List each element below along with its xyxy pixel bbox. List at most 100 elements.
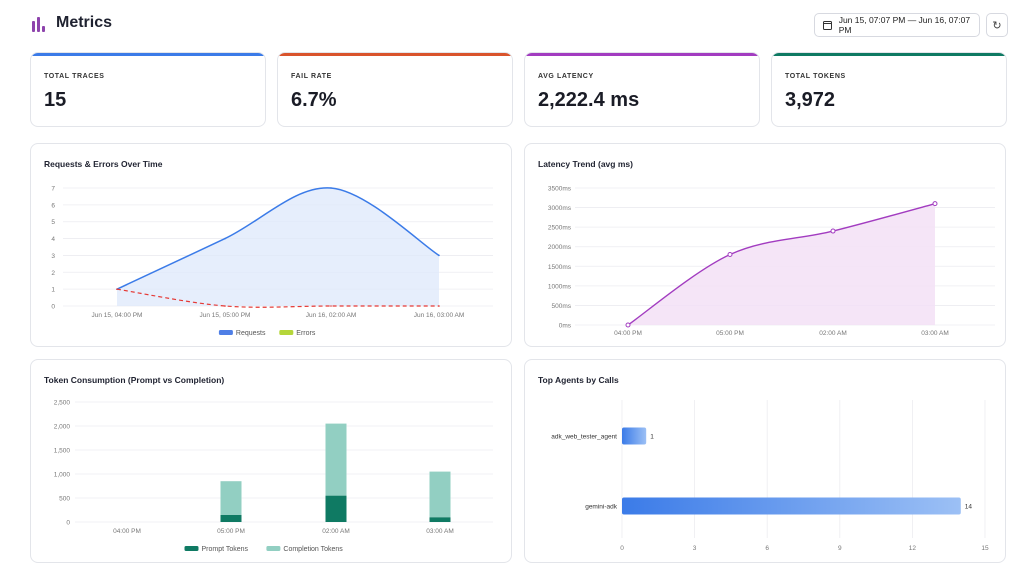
requests-point bbox=[438, 254, 440, 257]
kpi-label: TOTAL TRACES bbox=[44, 73, 105, 80]
page-title: Metrics bbox=[56, 14, 113, 31]
y-tick-label: 6 bbox=[51, 202, 55, 209]
latency-point bbox=[932, 201, 938, 207]
y-tick-label: 1000ms bbox=[548, 283, 572, 290]
kpi-label: FAIL RATE bbox=[291, 73, 332, 80]
requests-area bbox=[117, 187, 439, 306]
y-tick-label: 3000ms bbox=[548, 205, 572, 212]
token-consumption-chart-card: Token Consumption (Prompt vs Completion)… bbox=[30, 359, 512, 563]
x-tick-label: 02:00 AM bbox=[819, 330, 846, 337]
kpi-value: 2,222.4 ms bbox=[538, 89, 640, 111]
y-tick-label: 2 bbox=[51, 270, 55, 277]
kpi-card-fail-rate: FAIL RATE 6.7% bbox=[277, 52, 513, 127]
y-tick-label: 1 bbox=[51, 287, 55, 294]
y-tick-label: 500 bbox=[59, 496, 70, 503]
y-tick-label: 1,000 bbox=[54, 472, 71, 479]
kpi-accent-bar bbox=[772, 53, 1006, 56]
y-tick-label: 0 bbox=[51, 304, 55, 311]
latency-trend-chart-card: Latency Trend (avg ms) 0ms 500ms 1000ms 150… bbox=[524, 143, 1006, 347]
kpi-card-avg-latency: AVG LATENCY 2,222.4 ms bbox=[524, 52, 760, 127]
y-tick-label: 7 bbox=[51, 186, 55, 193]
y-category-label: adk_web_tester_agent bbox=[551, 434, 617, 441]
kpi-accent-bar bbox=[31, 53, 265, 56]
kpi-value: 3,972 bbox=[785, 89, 836, 111]
bar-value-label: 14 bbox=[965, 504, 973, 511]
completion-tokens-bar bbox=[429, 471, 451, 518]
top-agents-chart: 0 3 6 9 12 15 adk_web_tester_agent 1 gemini-adk 1… bbox=[551, 400, 989, 552]
header: Metrics Jun 15, 07:07 PM — Jun 16, 07:07… bbox=[0, 0, 1024, 48]
agent-calls-bar bbox=[622, 427, 647, 445]
x-tick-label: 0 bbox=[620, 545, 624, 552]
x-tick-label: 6 bbox=[765, 545, 769, 552]
errors-point bbox=[116, 288, 118, 290]
x-tick-label: 3 bbox=[693, 545, 697, 552]
errors-point bbox=[224, 305, 226, 307]
chart-title: Top Agents by Calls bbox=[538, 375, 619, 385]
x-tick-label: 15 bbox=[981, 545, 989, 552]
kpi-value: 6.7% bbox=[291, 89, 337, 111]
x-tick-label: 9 bbox=[838, 545, 842, 552]
x-tick-label: 04:00 PM bbox=[113, 528, 141, 535]
requests-point bbox=[224, 237, 226, 240]
latency-point bbox=[625, 322, 631, 328]
y-tick-label: 2000ms bbox=[548, 244, 572, 251]
x-tick-label: 03:00 AM bbox=[921, 330, 948, 337]
latency-point bbox=[830, 228, 836, 234]
requests-errors-chart-card: Requests & Errors Over Time 0 1 2 3 4 5 6 7 Jun … bbox=[30, 143, 512, 347]
x-tick-label: 02:00 AM bbox=[322, 528, 349, 535]
date-range-picker[interactable]: Jun 15, 07:07 PM — Jun 16, 07:07 PM bbox=[814, 13, 980, 37]
token-consumption-chart: 0 500 1,000 1,500 2,000 2,500 04:00 PM 05:00 PM… bbox=[54, 400, 493, 553]
kpi-accent-bar bbox=[525, 53, 759, 56]
latency-trend-chart: 0ms 500ms 1000ms 1500ms 2000ms 2500ms 3000ms 35… bbox=[548, 186, 995, 337]
calendar-icon bbox=[823, 20, 832, 30]
y-tick-label: 1500ms bbox=[548, 264, 572, 271]
errors-line bbox=[116, 288, 439, 308]
errors-point bbox=[330, 305, 332, 307]
x-tick-label: 03:00 AM bbox=[426, 528, 453, 535]
prompt-tokens-bar bbox=[220, 514, 242, 522]
legend-swatch bbox=[266, 546, 281, 551]
x-tick-label: 04:00 PM bbox=[614, 330, 642, 337]
chart-title: Requests & Errors Over Time bbox=[44, 159, 163, 169]
errors-point bbox=[438, 305, 440, 307]
bar-chart-icon bbox=[32, 16, 46, 32]
y-tick-label: 3 bbox=[51, 253, 55, 260]
bar-value-label: 1 bbox=[650, 434, 654, 441]
refresh-button[interactable]: ↻ bbox=[986, 13, 1008, 37]
y-tick-label: 2,500 bbox=[54, 400, 71, 407]
x-tick-label: 12 bbox=[909, 545, 917, 552]
x-tick-label: Jun 16, 03:00 AM bbox=[414, 312, 465, 319]
y-tick-label: 3500ms bbox=[548, 186, 572, 193]
kpi-label: AVG LATENCY bbox=[538, 73, 594, 80]
kpi-label: TOTAL TOKENS bbox=[785, 73, 846, 80]
date-range-label: Jun 15, 07:07 PM — Jun 16, 07:07 PM bbox=[838, 15, 971, 35]
legend-label: Errors bbox=[296, 330, 316, 337]
y-tick-label: 5 bbox=[51, 219, 55, 226]
latency-area bbox=[628, 203, 935, 325]
y-tick-label: 4 bbox=[51, 236, 55, 243]
y-tick-label: 2,000 bbox=[54, 424, 71, 431]
completion-tokens-bar bbox=[220, 481, 242, 515]
chart-title: Latency Trend (avg ms) bbox=[538, 159, 633, 169]
top-agents-chart-card: Top Agents by Calls 0 3 6 9 12 15 adk_web_test… bbox=[524, 359, 1006, 563]
kpi-value: 15 bbox=[44, 89, 67, 111]
y-tick-label: 500ms bbox=[551, 303, 571, 310]
y-tick-label: 1,500 bbox=[54, 448, 71, 455]
x-tick-label: Jun 16, 02:00 AM bbox=[306, 312, 357, 319]
refresh-icon: ↻ bbox=[992, 19, 1002, 32]
legend-label: Completion Tokens bbox=[283, 546, 343, 553]
x-tick-label: 05:00 PM bbox=[716, 330, 744, 337]
y-tick-label: 0 bbox=[66, 520, 70, 527]
requests-errors-chart: 0 1 2 3 4 5 6 7 Jun 15, 04:00 PM Jun 15, 05:00 PM… bbox=[51, 186, 493, 337]
legend-swatch bbox=[218, 330, 233, 335]
prompt-tokens-bar bbox=[429, 517, 451, 522]
legend-label: Prompt Tokens bbox=[202, 546, 249, 553]
latency-point bbox=[727, 252, 733, 258]
completion-tokens-bar bbox=[325, 423, 347, 496]
y-category-label: gemini-adk bbox=[585, 504, 618, 511]
x-tick-label: 05:00 PM bbox=[217, 528, 245, 535]
kpi-card-total-traces: TOTAL TRACES 15 bbox=[30, 52, 266, 127]
legend-swatch bbox=[184, 546, 199, 551]
requests-line bbox=[116, 187, 440, 290]
chart-title: Token Consumption (Prompt vs Completion) bbox=[44, 375, 225, 385]
